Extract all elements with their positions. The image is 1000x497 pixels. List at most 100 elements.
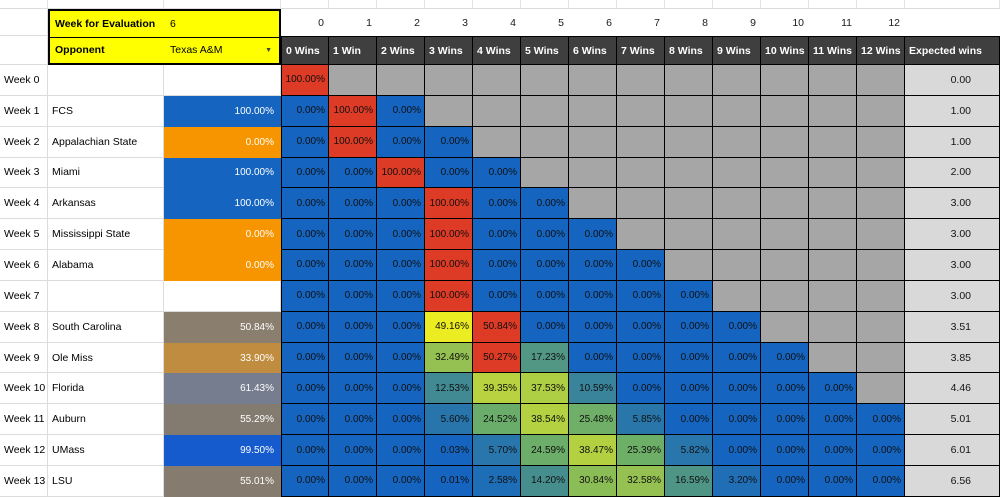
matrix-cell[interactable]: 0.00% xyxy=(377,373,425,405)
matrix-cell[interactable]: 0.00% xyxy=(425,126,473,158)
matrix-cell[interactable]: 0.00% xyxy=(761,465,809,497)
matrix-empty-cell[interactable] xyxy=(857,188,905,220)
opponent-name[interactable]: Florida xyxy=(48,373,164,405)
matrix-empty-cell[interactable] xyxy=(857,126,905,158)
matrix-empty-cell[interactable] xyxy=(857,219,905,251)
matrix-empty-cell[interactable] xyxy=(425,65,473,96)
matrix-cell[interactable]: 0.00% xyxy=(473,188,521,220)
matrix-cell[interactable]: 0.00% xyxy=(377,188,425,220)
matrix-cell[interactable]: 0.00% xyxy=(377,435,425,466)
matrix-empty-cell[interactable] xyxy=(809,95,857,127)
matrix-cell[interactable]: 25.48% xyxy=(569,404,617,436)
matrix-cell[interactable]: 100.00% xyxy=(425,250,473,281)
expected-wins-value[interactable]: 3.51 xyxy=(905,311,1000,343)
matrix-cell[interactable]: 0.00% xyxy=(521,250,569,281)
expected-wins-value[interactable]: 6.56 xyxy=(905,465,1000,497)
win-probability-cell[interactable]: 50.84% xyxy=(164,311,281,343)
opponent-name[interactable]: FCS xyxy=(48,95,164,127)
matrix-cell[interactable]: 0.00% xyxy=(329,404,377,436)
matrix-cell[interactable]: 0.00% xyxy=(569,250,617,281)
expected-wins-value[interactable]: 3.00 xyxy=(905,280,1000,312)
matrix-empty-cell[interactable] xyxy=(713,95,761,127)
matrix-empty-cell[interactable] xyxy=(569,188,617,220)
matrix-cell[interactable]: 10.59% xyxy=(569,373,617,405)
matrix-empty-cell[interactable] xyxy=(857,250,905,281)
matrix-cell[interactable]: 0.00% xyxy=(281,342,329,374)
matrix-cell[interactable]: 0.00% xyxy=(617,342,665,374)
matrix-cell[interactable]: 32.49% xyxy=(425,342,473,374)
matrix-empty-cell[interactable] xyxy=(761,311,809,343)
matrix-cell[interactable]: 0.00% xyxy=(617,250,665,281)
matrix-cell[interactable]: 0.00% xyxy=(713,435,761,466)
matrix-empty-cell[interactable] xyxy=(857,95,905,127)
win-probability-cell[interactable] xyxy=(164,65,281,96)
matrix-empty-cell[interactable] xyxy=(473,65,521,96)
matrix-empty-cell[interactable] xyxy=(473,126,521,158)
matrix-empty-cell[interactable] xyxy=(809,219,857,251)
matrix-empty-cell[interactable] xyxy=(857,280,905,312)
matrix-cell[interactable]: 0.00% xyxy=(761,404,809,436)
matrix-empty-cell[interactable] xyxy=(665,188,713,220)
matrix-cell[interactable]: 0.00% xyxy=(521,188,569,220)
matrix-empty-cell[interactable] xyxy=(713,250,761,281)
matrix-empty-cell[interactable] xyxy=(857,311,905,343)
matrix-cell[interactable]: 100.00% xyxy=(329,95,377,127)
matrix-cell[interactable]: 24.52% xyxy=(473,404,521,436)
matrix-cell[interactable]: 100.00% xyxy=(425,188,473,220)
matrix-cell[interactable]: 0.00% xyxy=(281,219,329,251)
matrix-empty-cell[interactable] xyxy=(761,250,809,281)
matrix-cell[interactable]: 2.58% xyxy=(473,465,521,497)
matrix-cell[interactable]: 0.01% xyxy=(425,465,473,497)
matrix-cell[interactable]: 0.00% xyxy=(281,157,329,189)
matrix-cell[interactable]: 0.00% xyxy=(329,280,377,312)
matrix-cell[interactable]: 0.00% xyxy=(761,342,809,374)
matrix-empty-cell[interactable] xyxy=(425,95,473,127)
matrix-cell[interactable]: 38.47% xyxy=(569,435,617,466)
matrix-empty-cell[interactable] xyxy=(809,157,857,189)
opponent-name[interactable]: Mississippi State xyxy=(48,219,164,251)
week-for-evaluation-value[interactable]: 6 xyxy=(170,17,176,30)
matrix-empty-cell[interactable] xyxy=(761,65,809,96)
matrix-empty-cell[interactable] xyxy=(713,219,761,251)
win-probability-cell[interactable]: 55.01% xyxy=(164,465,281,497)
win-probability-cell[interactable]: 0.00% xyxy=(164,219,281,251)
matrix-cell[interactable]: 100.00% xyxy=(281,65,329,96)
matrix-cell[interactable]: 5.60% xyxy=(425,404,473,436)
matrix-cell[interactable]: 0.00% xyxy=(857,404,905,436)
matrix-cell[interactable]: 0.00% xyxy=(329,373,377,405)
matrix-cell[interactable]: 100.00% xyxy=(329,126,377,158)
matrix-cell[interactable]: 0.00% xyxy=(329,219,377,251)
win-probability-cell[interactable]: 55.29% xyxy=(164,404,281,436)
opponent-name[interactable]: UMass xyxy=(48,435,164,466)
week-label[interactable]: Week 3 xyxy=(0,157,48,189)
expected-wins-value[interactable]: 1.00 xyxy=(905,126,1000,158)
matrix-cell[interactable]: 0.00% xyxy=(665,280,713,312)
matrix-cell[interactable]: 0.00% xyxy=(665,404,713,436)
matrix-cell[interactable]: 0.00% xyxy=(281,126,329,158)
matrix-cell[interactable]: 0.00% xyxy=(617,311,665,343)
matrix-empty-cell[interactable] xyxy=(617,126,665,158)
matrix-empty-cell[interactable] xyxy=(713,65,761,96)
matrix-empty-cell[interactable] xyxy=(809,342,857,374)
matrix-empty-cell[interactable] xyxy=(713,188,761,220)
matrix-cell[interactable]: 100.00% xyxy=(377,157,425,189)
matrix-cell[interactable]: 3.20% xyxy=(713,465,761,497)
matrix-empty-cell[interactable] xyxy=(857,65,905,96)
matrix-empty-cell[interactable] xyxy=(809,126,857,158)
expected-wins-value[interactable]: 1.00 xyxy=(905,95,1000,127)
win-probability-cell[interactable]: 33.90% xyxy=(164,342,281,374)
matrix-cell[interactable]: 100.00% xyxy=(425,280,473,312)
matrix-empty-cell[interactable] xyxy=(521,126,569,158)
expected-wins-value[interactable]: 5.01 xyxy=(905,404,1000,436)
matrix-cell[interactable]: 0.00% xyxy=(761,373,809,405)
matrix-empty-cell[interactable] xyxy=(665,95,713,127)
matrix-cell[interactable]: 17.23% xyxy=(521,342,569,374)
matrix-empty-cell[interactable] xyxy=(857,342,905,374)
matrix-cell[interactable]: 0.00% xyxy=(665,373,713,405)
opponent-name[interactable]: Appalachian State xyxy=(48,126,164,158)
matrix-empty-cell[interactable] xyxy=(809,65,857,96)
matrix-cell[interactable]: 0.00% xyxy=(473,219,521,251)
matrix-cell[interactable]: 0.00% xyxy=(569,311,617,343)
matrix-cell[interactable]: 0.00% xyxy=(329,465,377,497)
matrix-cell[interactable]: 0.00% xyxy=(809,465,857,497)
